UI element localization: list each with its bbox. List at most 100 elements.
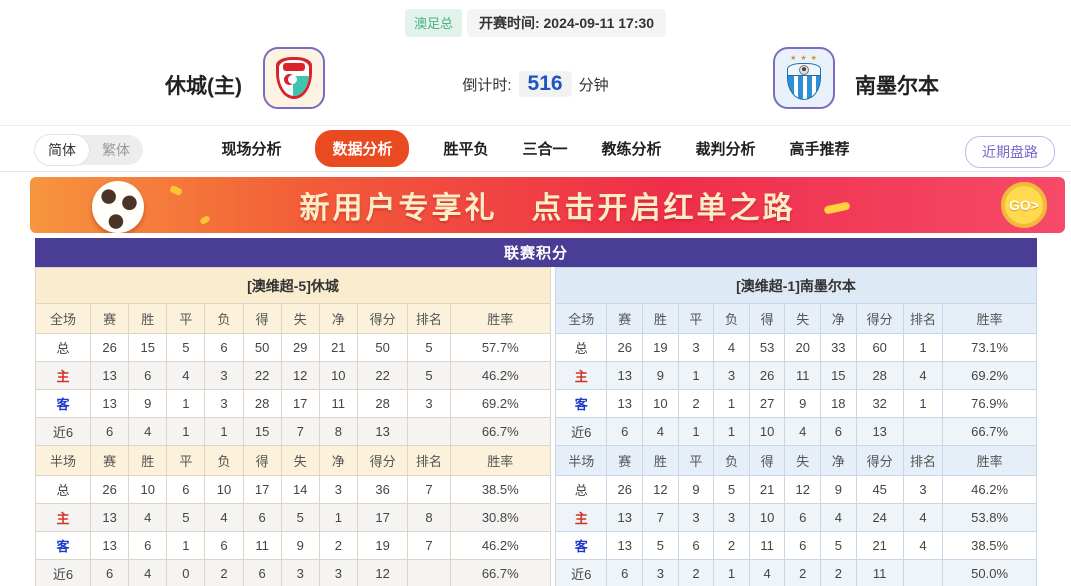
column-header: 得 [748,445,786,476]
stat-cell: 1 [902,389,944,418]
stat-cell: 5 [820,531,857,560]
stat-cell: 6 [90,417,130,446]
stat-cell: 19 [356,531,409,560]
table-row: 主 13 7 3 3 10 6 4 24 4 53.8% [554,503,1037,532]
stat-cell: 9 [128,389,168,418]
stat-cell: 50.0% [942,559,1037,586]
stat-cell: 15 [128,333,168,362]
kickoff-time: 开赛时间: 2024-09-11 17:30 [466,9,667,37]
stat-cell: 4 [820,503,857,532]
banner-text-2: 点击开启红单之路 [531,192,796,225]
row-label: 主 [34,361,92,390]
stat-cell: 26 [748,361,786,390]
stat-cell: 0 [166,559,206,586]
tab-6[interactable]: 裁判分析 [695,141,756,158]
lang-traditional[interactable]: 繁体 [102,142,130,158]
stat-cell: 21 [318,333,358,362]
stat-cell: 57.7% [449,333,552,362]
column-header: 净 [318,445,358,476]
stat-cell: 4 [784,417,822,446]
language-toggle[interactable]: 简体 繁体 [35,135,143,165]
stat-cell: 29 [280,333,320,362]
stat-cell: 13 [90,389,130,418]
stat-cell: 13 [855,417,904,446]
column-header: 净 [820,303,857,334]
stat-cell: 12 [280,361,320,390]
stat-cell: 12 [642,475,679,504]
lang-simplified[interactable]: 简体 [35,135,89,165]
stat-cell: 2 [713,531,750,560]
stat-cell [407,417,451,446]
column-header: 全场 [34,303,92,334]
stat-cell: 66.7% [942,417,1037,446]
stat-cell: 4 [128,559,168,586]
column-header: 胜率 [942,303,1037,334]
column-header: 得 [242,303,282,334]
column-header: 得 [748,303,786,334]
column-header: 失 [280,303,320,334]
table-row: 近6 6 3 2 1 4 2 2 11 50.0% [554,559,1037,586]
stat-cell: 33 [820,333,857,362]
column-header: 平 [166,445,206,476]
stat-cell: 9 [280,531,320,560]
column-header: 平 [166,303,206,334]
column-header: 排名 [407,303,451,334]
tab-3[interactable]: 胜平负 [443,141,489,158]
stat-cell: 13 [606,361,644,390]
away-team-logo: ★ ★ ★ [773,47,835,109]
stat-cell: 3 [713,361,750,390]
stat-cell: 1 [166,389,206,418]
stat-cell: 2 [204,559,244,586]
stat-cell: 13 [606,389,644,418]
stat-cell: 10 [128,475,168,504]
stat-cell: 46.2% [942,475,1037,504]
stat-cell: 2 [677,559,715,586]
stat-cell: 8 [407,503,451,532]
row-label: 总 [554,333,608,362]
stat-cell: 1 [318,503,358,532]
column-header: 平 [677,445,715,476]
stat-cell: 4 [902,361,944,390]
stat-cell: 6 [242,559,282,586]
tab-2[interactable]: 数据分析 [315,130,410,167]
stat-cell: 6 [128,361,168,390]
stat-cell: 4 [128,503,168,532]
stat-cell: 1 [166,417,206,446]
column-header: 赛 [606,445,644,476]
column-header-row: 半场赛胜平负得失净得分 排名 胜率 [554,445,1037,476]
tab-1[interactable]: 现场分析 [221,141,282,158]
table-row: 总 26 10 6 10 17 14 3 36 7 38.5% [34,475,552,504]
table-row: 客 13 6 1 6 11 9 2 19 7 46.2% [34,531,552,560]
tab-4[interactable]: 三合一 [522,141,568,158]
stat-cell: 1 [713,417,750,446]
tab-7[interactable]: 高手推荐 [789,141,850,158]
stat-cell: 46.2% [449,361,552,390]
stat-cell: 15 [242,417,282,446]
go-button[interactable]: GO> [1001,182,1047,228]
stat-cell: 1 [677,361,715,390]
stat-cell: 22 [242,361,282,390]
recent-trend-button[interactable]: 近期盘路 [965,136,1055,168]
table-row: 主 13 9 1 3 26 11 15 28 4 69.2% [554,361,1037,390]
stat-cell: 6 [204,531,244,560]
stat-cell: 10 [748,417,786,446]
stat-cell: 13 [90,531,130,560]
stat-cell: 50 [242,333,282,362]
stat-cell: 6 [784,531,822,560]
stat-cell: 46.2% [449,531,552,560]
stat-cell: 5 [280,503,320,532]
home-team-logo [263,47,325,109]
stat-cell: 3 [407,389,451,418]
table-row: 近6 6 4 1 1 10 4 6 13 66.7% [554,417,1037,446]
column-header: 赛 [90,303,130,334]
stat-cell: 4 [128,417,168,446]
tab-5[interactable]: 教练分析 [601,141,662,158]
stat-cell: 38.5% [942,531,1037,560]
stat-cell: 60 [855,333,904,362]
column-header: 负 [713,445,750,476]
column-header: 胜 [642,445,679,476]
stat-cell: 2 [677,389,715,418]
column-header: 得 [242,445,282,476]
promo-banner[interactable]: 新用户专享礼 点击开启红单之路 GO> [30,177,1065,233]
column-header: 胜率 [942,445,1037,476]
